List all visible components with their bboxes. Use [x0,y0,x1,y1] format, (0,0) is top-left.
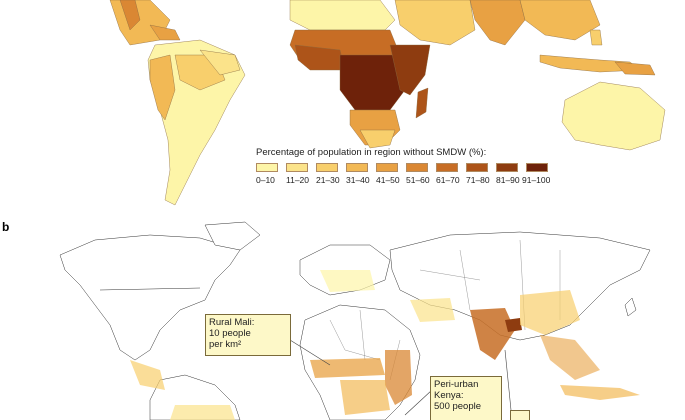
legend-item-label: 81–90 [496,175,520,185]
peri-urban-kenya-leader-line [404,389,433,416]
china-density [520,290,580,335]
callout-line: 10 people [209,328,251,339]
central-africa-density [340,380,390,415]
australia-region [561,81,666,151]
india-density [470,308,515,360]
indonesia-density [560,385,640,400]
caribbean-region [149,24,181,41]
legend-item-label: 41–50 [376,175,400,185]
legend-swatch [526,163,548,172]
callout-india-partial [510,410,530,420]
mexico-region [119,0,141,31]
south-africa-region [359,129,396,149]
legend-item-label: 51–60 [406,175,430,185]
callout-peri-urban-kenya: Peri-urban Kenya: 500 people [430,376,502,420]
callout-line: per km² [209,339,242,350]
legend-item-label: 61–70 [436,175,460,185]
legend-item-label: 21–30 [316,175,340,185]
legend-swatch [466,163,488,172]
callout-line: Rural Mali: [209,317,255,328]
japan-outline [624,297,637,317]
canada-border [99,287,201,291]
south-america-density [170,405,235,420]
population-map [59,221,651,420]
legend-swatch [436,163,458,172]
brazil-north-region [199,49,241,76]
southeast-asia-region [519,0,601,41]
east-africa-density [385,350,412,405]
middle-east-density [410,298,455,322]
india-region [469,0,526,46]
sahel-density [310,358,385,378]
legend-item-label: 11–20 [286,175,310,185]
panel-b-label: b [2,220,10,234]
southeast-asia-density [540,335,600,380]
legend-item-label: 31–40 [346,175,370,185]
central-america-density [130,360,165,390]
legend-swatch [316,163,338,172]
legend-swatch [346,163,368,172]
andes-region [149,54,176,121]
callout-line: Kenya: [434,390,464,401]
india-leader-line [504,349,513,420]
legend: Percentage of population in region witho… [256,147,556,187]
callout-line: 500 people [434,401,482,412]
panel-b-population-map: b [0,210,685,420]
europe-density [320,270,375,292]
north-africa-region [289,0,396,31]
bangladesh-density [505,318,522,332]
legend-swatch [256,163,278,172]
east-africa-region [389,44,431,96]
choropleth-map [109,0,666,206]
philippines-region [589,29,603,46]
new-guinea-region [614,61,656,76]
legend-swatch [496,163,518,172]
north-america-outline [59,234,241,361]
madagascar-region [415,87,429,119]
greenland-outline [204,221,261,251]
legend-swatch [286,163,308,172]
legend-title: Percentage of population in region witho… [256,147,487,158]
legend-swatch [406,163,428,172]
legend-item-label: 91–100 [522,175,551,185]
rural-mali-leader-line [289,339,331,366]
callout-line: Peri-urban [434,379,479,390]
legend-item-label: 0–10 [256,175,275,185]
middle-east-region [394,0,476,46]
west-africa-region [294,44,346,71]
legend-swatch [376,163,398,172]
panel-a-choropleth-map [109,0,666,206]
callout-rural-mali: Rural Mali: 10 people per km² [205,314,291,356]
legend-item-label: 71–80 [466,175,490,185]
